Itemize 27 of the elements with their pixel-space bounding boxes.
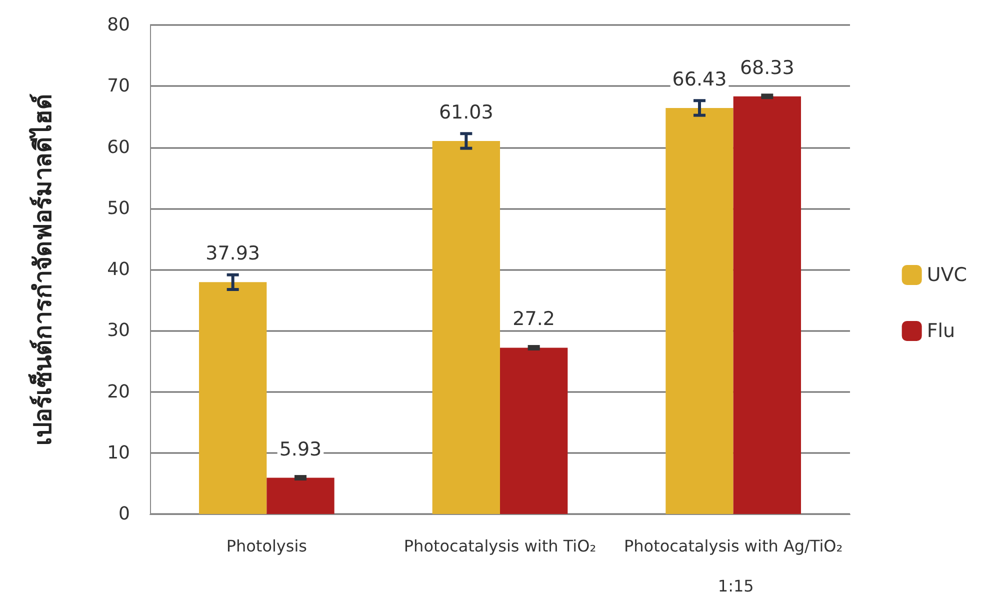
legend-label: Flu: [926, 320, 956, 342]
bar: [733, 96, 801, 514]
y-tick-label: 30: [107, 320, 130, 342]
x-tick-label: Photocatalysis with TiO₂: [404, 536, 596, 556]
y-tick-label: 50: [107, 198, 130, 219]
y-tick-label: 20: [107, 381, 130, 402]
data-label: 37.93: [206, 242, 260, 265]
y-tick-label: 0: [118, 504, 130, 524]
bar: [432, 140, 500, 514]
category-label: Photocatalysis with Ag/TiO₂ 1:15: [624, 536, 843, 596]
y-tick-label: 40: [107, 259, 130, 280]
bar: [266, 478, 334, 514]
legend-label: UVC: [926, 264, 967, 286]
bar: [666, 108, 734, 514]
data-label: 27.2: [512, 308, 555, 330]
bar: [199, 282, 267, 514]
bar: [500, 348, 568, 514]
x-tick-label: Photolysis: [226, 536, 308, 556]
y-tick-label: 70: [107, 76, 130, 97]
y-tick-label: 60: [107, 136, 130, 158]
data-label: 5.93: [279, 438, 322, 460]
data-label: 68.33: [740, 56, 794, 79]
y-tick-label: 80: [107, 14, 130, 36]
data-label: 66.43: [672, 68, 727, 90]
y-axis-title: เปอร์เซ็นต์การกำจัดฟอร์มาลดีไฮด์: [28, 94, 57, 446]
data-label: 61.03: [438, 101, 494, 124]
y-tick-label: 10: [107, 442, 130, 464]
